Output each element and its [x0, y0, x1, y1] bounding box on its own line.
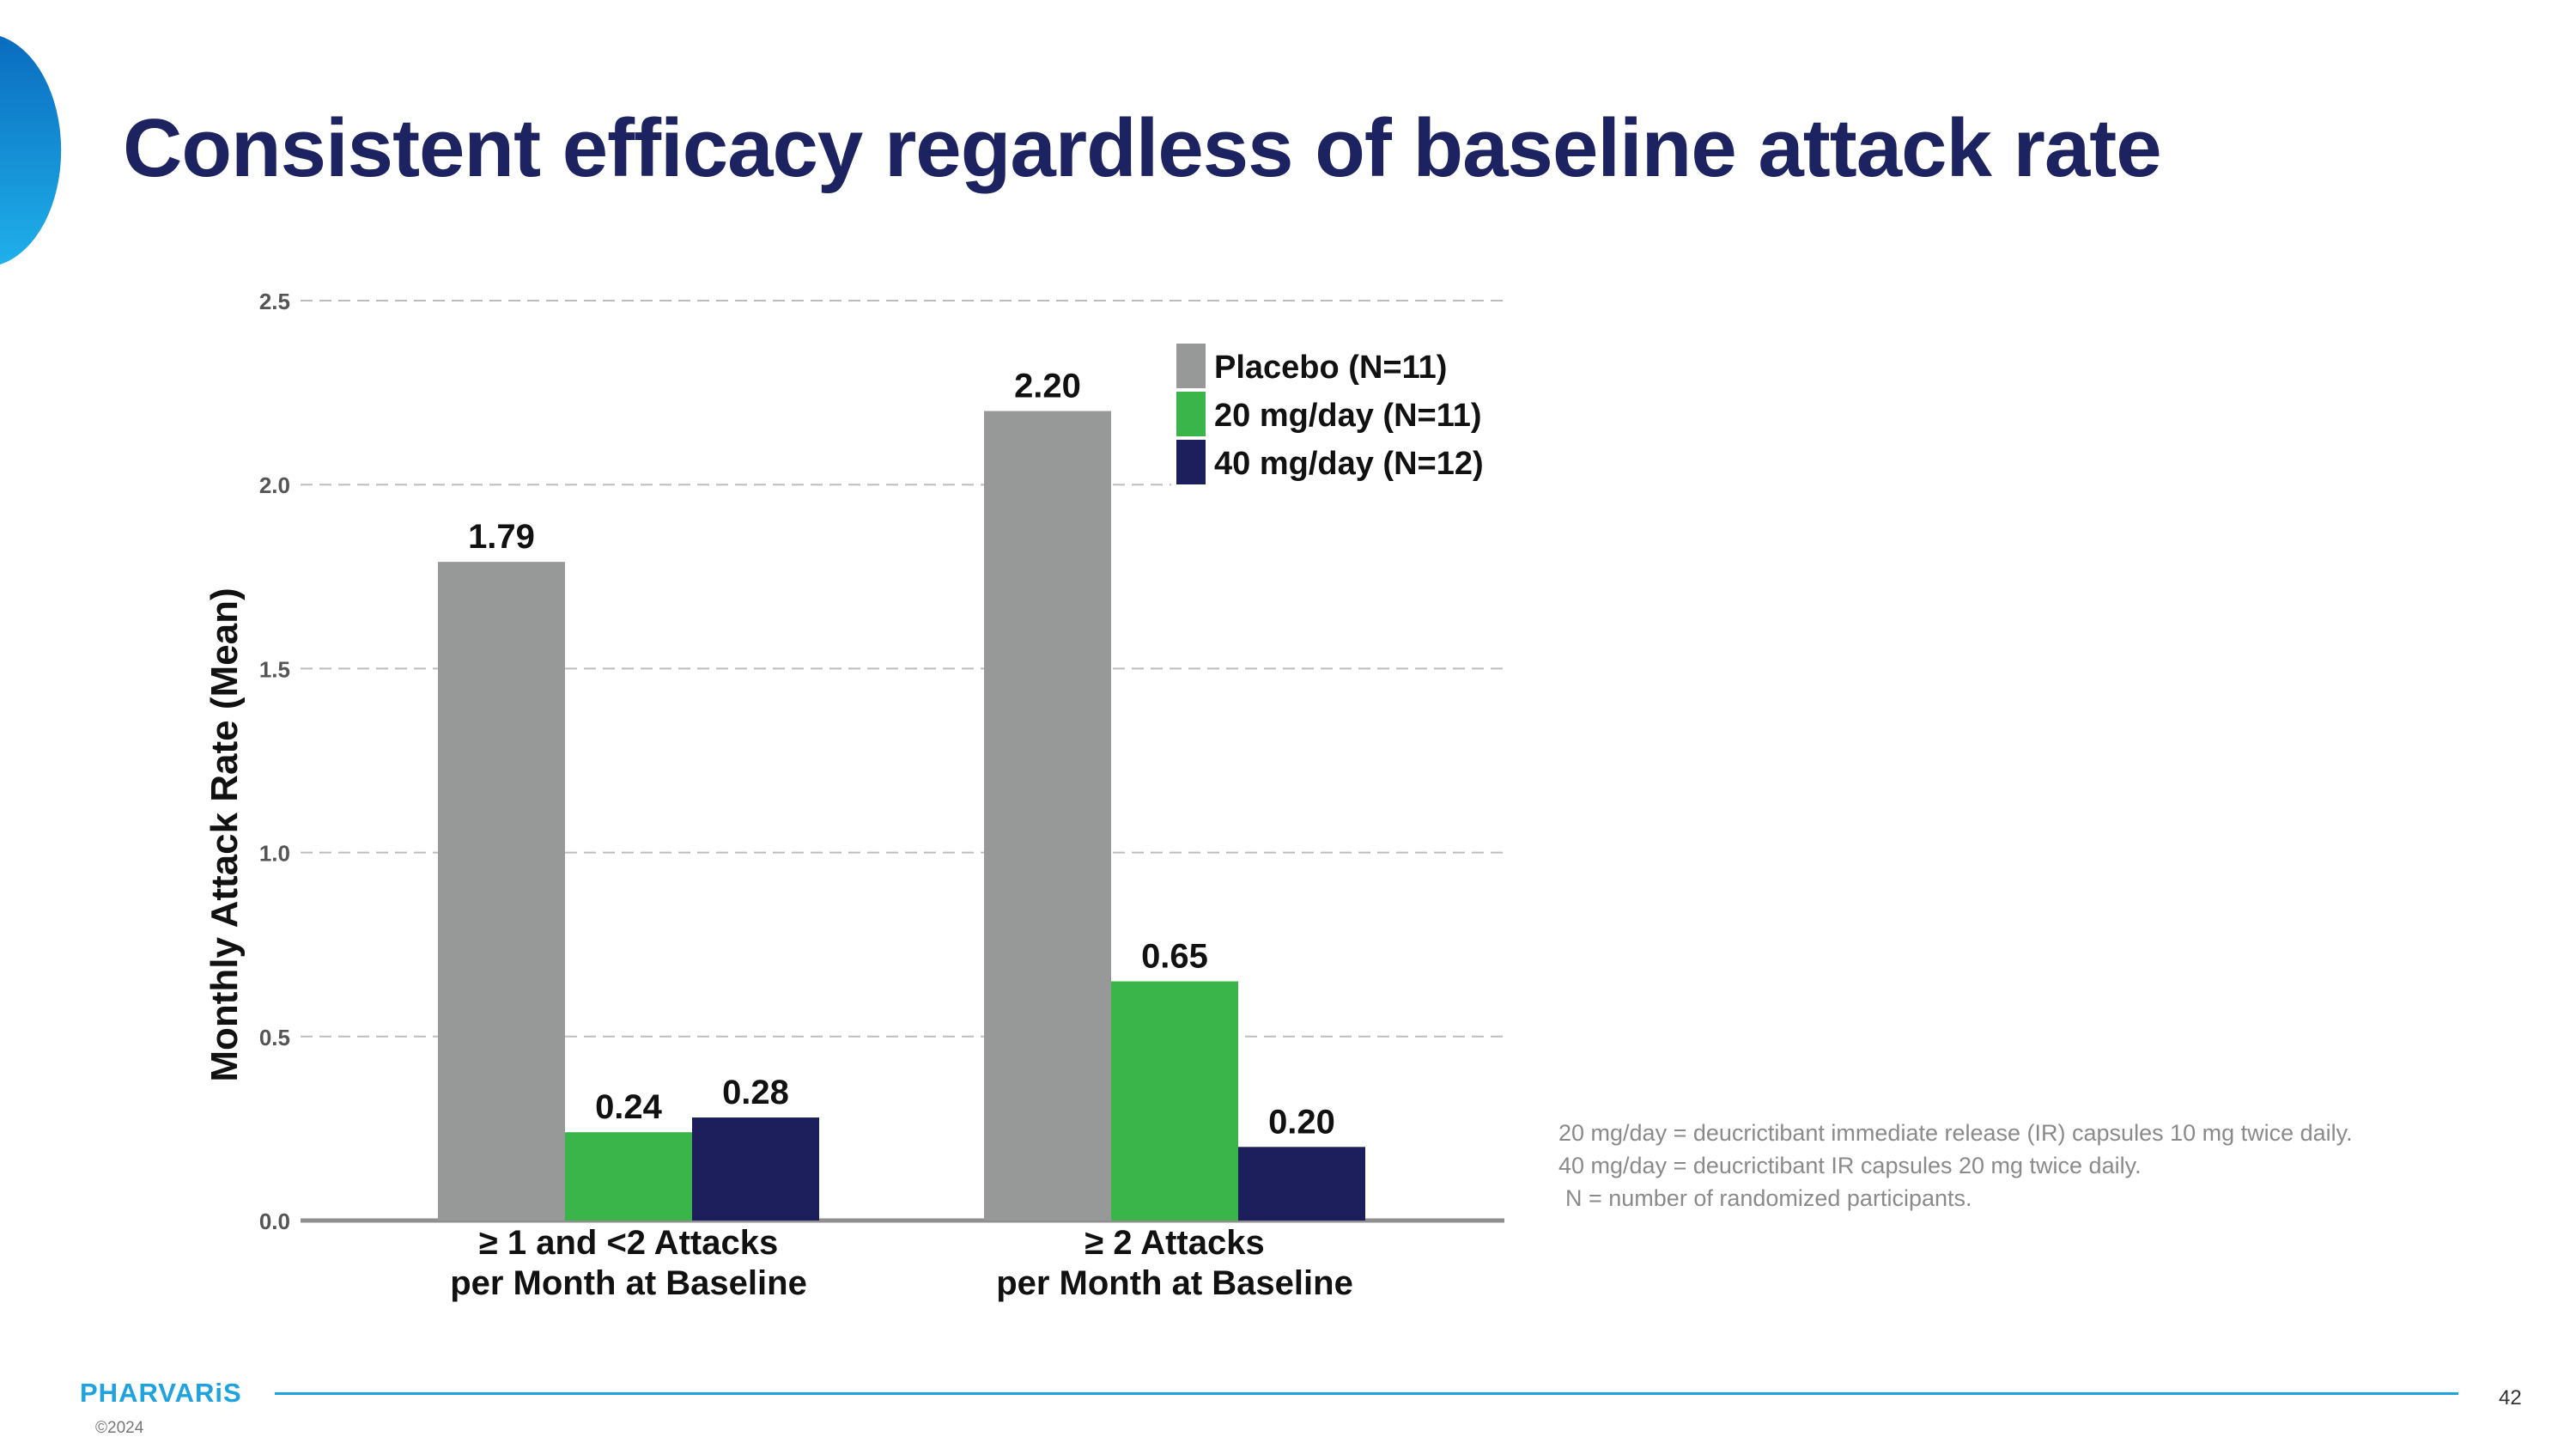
legend-label: 40 mg/day (N=12) — [1214, 446, 1484, 482]
legend-swatch — [1176, 440, 1206, 484]
legend-background — [1171, 331, 1510, 498]
data-label: 0.20 — [1268, 1103, 1335, 1141]
y-axis-title: Monthly Attack Rate (Mean) — [204, 588, 246, 1081]
bar-1-2 — [984, 411, 1111, 1221]
copyright: ©2024 — [95, 1419, 144, 1437]
page-number: 42 — [2499, 1386, 2522, 1409]
footer-divider — [275, 1392, 2458, 1395]
corner-decoration — [0, 36, 62, 265]
bar-3-1 — [692, 1117, 819, 1221]
pharvaris-logo: PHARVARiS — [80, 1378, 242, 1408]
footnote-40mg: 40 mg/day = deucrictibant IR capsules 20… — [1558, 1153, 2142, 1178]
legend-swatch — [1176, 344, 1206, 388]
x-category-label: ≥ 1 and <2 Attacks — [479, 1224, 778, 1262]
legend-swatch — [1176, 392, 1206, 436]
bar-2-2 — [1111, 981, 1238, 1221]
page-title: Consistent efficacy regardless of baseli… — [123, 102, 2162, 194]
x-category-label: per Month at Baseline — [996, 1264, 1353, 1302]
y-tick-label: 0.0 — [259, 1209, 290, 1234]
bar-1-1 — [438, 562, 565, 1221]
data-label: 0.28 — [722, 1074, 789, 1111]
y-tick-label: 0.5 — [259, 1025, 290, 1050]
footnote-n: N = number of randomized participants. — [1565, 1185, 1972, 1211]
y-tick-label: 2.0 — [259, 472, 290, 498]
footnotes: 20 mg/day = deucrictibant immediate rele… — [1558, 1117, 2353, 1215]
data-label: 1.79 — [468, 518, 535, 556]
legend-label: Placebo (N=11) — [1214, 350, 1447, 386]
data-label: 0.65 — [1141, 938, 1208, 976]
y-tick-label: 1.5 — [259, 656, 290, 682]
legend-label: 20 mg/day (N=11) — [1214, 398, 1482, 434]
bar-3-2 — [1238, 1147, 1365, 1221]
data-label: 2.20 — [1014, 368, 1081, 405]
x-category-label: ≥ 2 Attacks — [1084, 1224, 1264, 1262]
x-category-label: per Month at Baseline — [450, 1264, 807, 1302]
footnote-20mg: 20 mg/day = deucrictibant immediate rele… — [1558, 1120, 2353, 1146]
data-label: 0.24 — [595, 1088, 663, 1126]
y-tick-label: 1.0 — [259, 841, 290, 867]
bar-2-1 — [565, 1132, 692, 1221]
y-tick-label: 2.5 — [259, 289, 290, 314]
